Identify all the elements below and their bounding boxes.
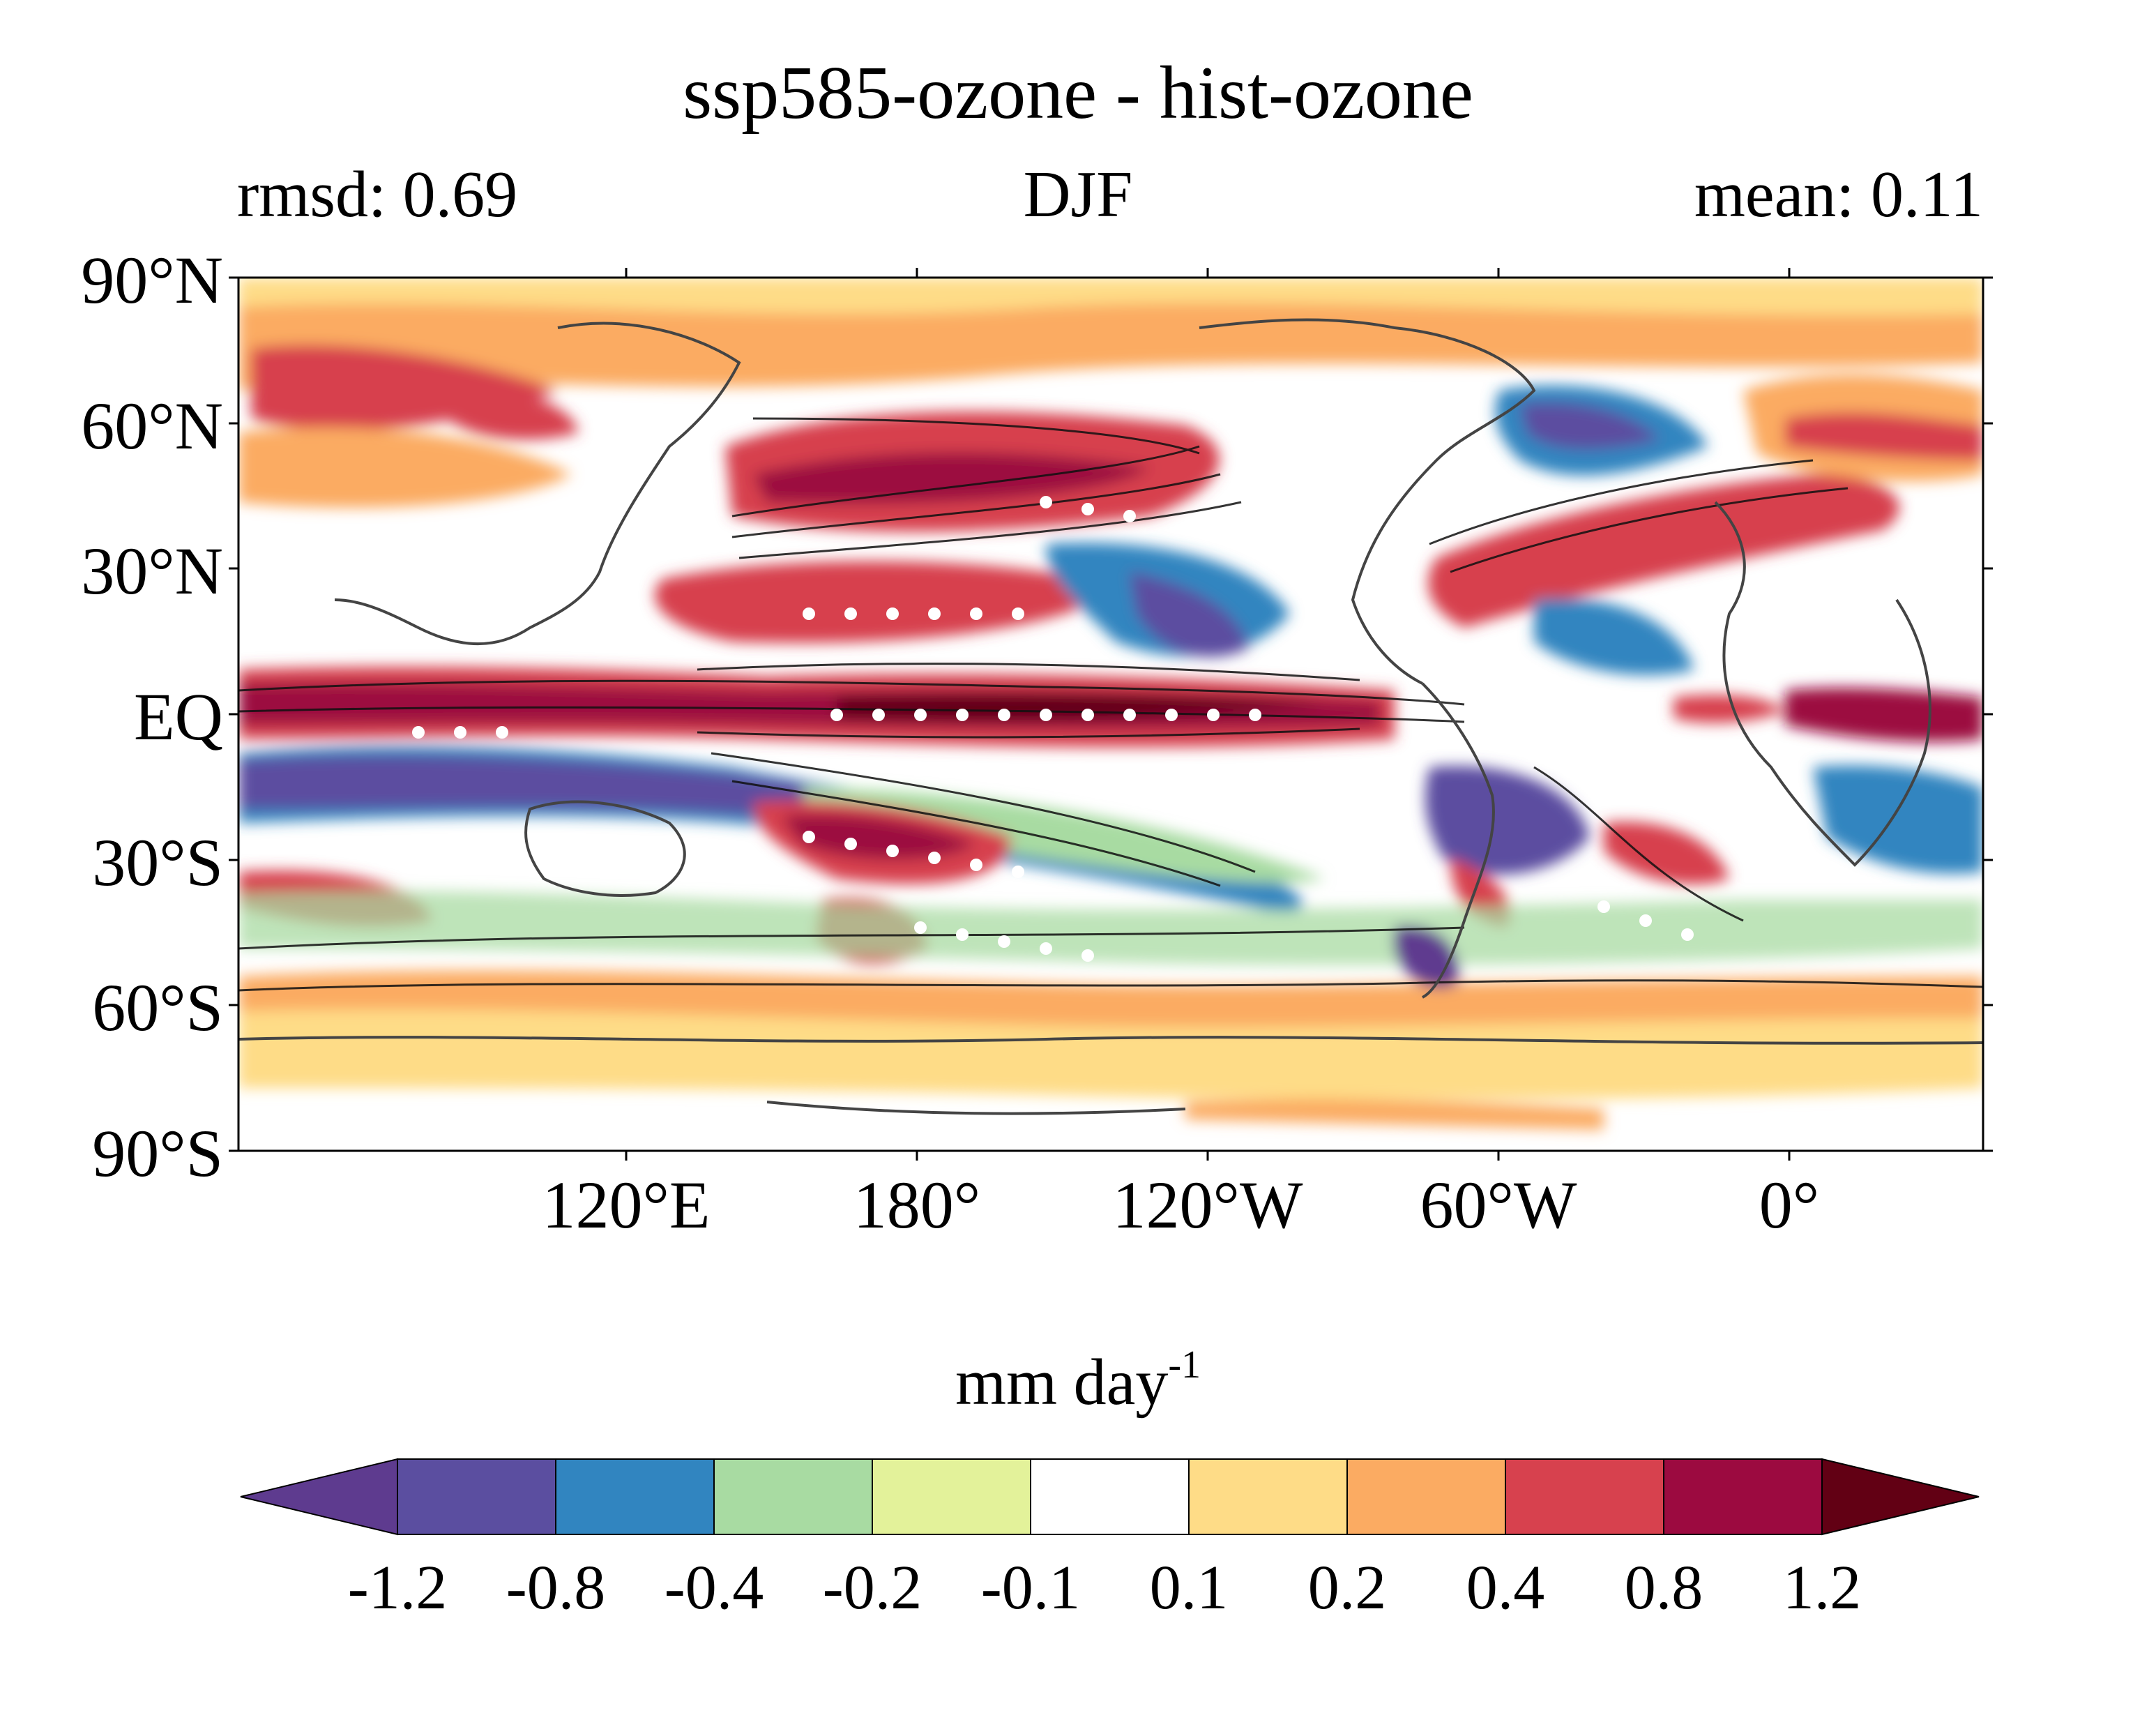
coastlines (238, 318, 1983, 1115)
colorbar-swatch (1346, 1458, 1506, 1535)
lon-label-0: 0° (1759, 1168, 1820, 1242)
colorbar-title: mm day-1 (0, 1345, 2156, 1415)
colorbar-tick-label: 0.1 (1149, 1553, 1229, 1622)
lat-label-60n: 60°N (81, 388, 223, 463)
lon-label-180: 180° (853, 1168, 981, 1242)
lat-label-30s: 30°S (92, 825, 223, 900)
colorbar-swatch (1663, 1458, 1823, 1535)
colorbar-swatch (872, 1458, 1031, 1535)
colorbar-swatch (1030, 1458, 1190, 1535)
season-label: DJF (1023, 158, 1133, 231)
colorbar-tick-label: -0.2 (822, 1553, 923, 1622)
colorbar-unit: mm day (955, 1346, 1169, 1419)
colorbar-tick-label: -1.2 (347, 1553, 448, 1622)
rmsd-label: rmsd: 0.69 (237, 158, 518, 231)
colorbar-max-arrow (1821, 1458, 1980, 1536)
mean-label: mean: 0.11 (1694, 158, 1983, 231)
colorbar-tick-label: -0.4 (664, 1553, 764, 1622)
colorbar-tick-label: 0.2 (1307, 1553, 1387, 1622)
lat-label-eq: EQ (134, 679, 223, 754)
colorbar-unit-exponent: -1 (1168, 1343, 1201, 1387)
colorbar-tick-label: -0.1 (980, 1553, 1081, 1622)
colorbar-swatch (713, 1458, 873, 1535)
colorbar-swatch (397, 1458, 556, 1535)
colorbar-min-arrow (240, 1458, 398, 1536)
colorbar (240, 1458, 1980, 1536)
colorbar-tick-label: 0.8 (1624, 1553, 1703, 1622)
significance-stippling (412, 496, 1694, 962)
lat-label-90n: 90°N (81, 243, 223, 317)
lon-label-60w: 60°W (1420, 1168, 1577, 1242)
climatology-contours (238, 417, 1983, 992)
lon-label-120w: 120°W (1112, 1168, 1303, 1242)
colorbar-swatch (555, 1458, 715, 1535)
colorbar-tick-label: 0.4 (1466, 1553, 1545, 1622)
lat-label-90s: 90°S (92, 1116, 223, 1191)
colorbar-swatch (1188, 1458, 1348, 1535)
colorbar-tick-label: 1.2 (1782, 1553, 1862, 1622)
map-title: ssp585-ozone - hist-ozone (683, 52, 1473, 135)
lat-label-60s: 60°S (92, 970, 223, 1045)
lon-label-120e: 120°E (542, 1168, 711, 1242)
colorbar-swatch (1505, 1458, 1664, 1535)
precipitation-field (238, 278, 1983, 1151)
colorbar-tick-label: -0.8 (506, 1553, 606, 1622)
lat-label-30n: 30°N (81, 534, 223, 608)
axis-ticks (229, 268, 1993, 1161)
